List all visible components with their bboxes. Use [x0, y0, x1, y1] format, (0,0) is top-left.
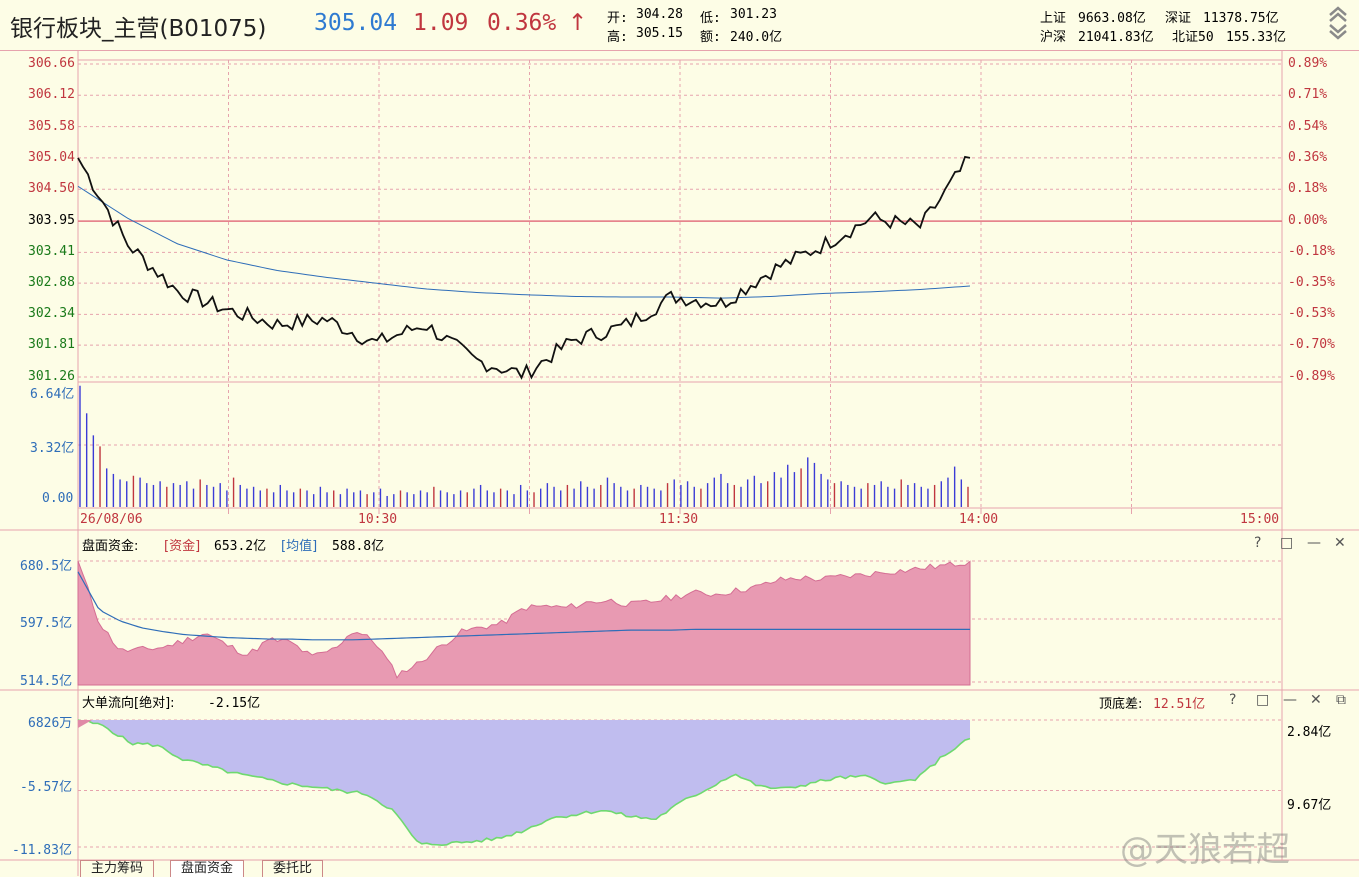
fund-area — [77, 560, 971, 686]
fund-axis-max: 680.5亿 — [20, 559, 73, 574]
price-change: 1.09 — [413, 10, 469, 36]
up-arrow-icon: ↑ — [568, 10, 588, 36]
minimize-icon[interactable]: — — [1283, 692, 1297, 708]
fund-chart[interactable] — [77, 560, 1282, 686]
price-axis-right-label: 0.54% — [1288, 118, 1328, 134]
flow-line — [77, 719, 971, 846]
quote-header: 银行板块_主营(B01075) 305.04 1.09 0.36% ↑ 开: 3… — [0, 0, 1359, 51]
flow-diff-label: 顶底差: — [1099, 697, 1143, 712]
flow-value: -2.15亿 — [208, 696, 261, 711]
price-axis-left-label: 302.34 — [28, 306, 75, 322]
fund-axis-mid: 597.5亿 — [20, 616, 73, 631]
volume-axis-max: 6.64亿 — [30, 387, 75, 402]
price-axis-right-label: 0.89% — [1288, 56, 1328, 71]
price-axis-left-label: 306.66 — [28, 56, 75, 71]
price-axis-right-label: 0.18% — [1288, 181, 1328, 197]
close-icon[interactable]: ✕ — [1334, 535, 1346, 551]
open-label: 开: — [607, 11, 628, 26]
last-price: 305.04 — [314, 10, 398, 36]
flow-axis-mid: -5.57亿 — [20, 780, 73, 795]
hs-label: 沪深 — [1040, 30, 1067, 45]
sz-value: 11378.75亿 — [1203, 11, 1279, 26]
sz-label: 深证 — [1165, 11, 1192, 26]
fund-avg-value: 588.8亿 — [332, 539, 385, 554]
price-change-pct: 0.36% — [487, 10, 557, 36]
amount-label: 额: — [700, 30, 721, 45]
amount-value: 240.0亿 — [730, 30, 783, 45]
price-axis-right-label: 0.71% — [1288, 87, 1328, 103]
price-axis-right-label: -0.89% — [1288, 369, 1335, 384]
tab-main-chips[interactable]: 主力筹码 — [80, 860, 155, 877]
flow-chart[interactable] — [77, 719, 1282, 848]
maximize-icon[interactable]: □ — [1280, 535, 1294, 551]
sh-label: 上证 — [1040, 11, 1067, 26]
flow-diff-value: 12.51亿 — [1153, 697, 1206, 712]
help-icon[interactable]: ? — [1229, 692, 1237, 708]
hs-value: 21041.83亿 — [1078, 30, 1154, 45]
bz-value: 155.33亿 — [1226, 30, 1286, 45]
price-axis-left-label: 305.04 — [28, 149, 75, 165]
flow-axis-top: 6826万 — [28, 716, 73, 731]
price-axis-left-label: 301.26 — [28, 369, 75, 384]
price-axis-left-label: 302.88 — [28, 275, 75, 291]
flow-area — [78, 720, 970, 846]
high-label: 高: — [607, 30, 628, 45]
minimize-icon[interactable]: — — [1307, 535, 1321, 551]
price-axis-left-label: 304.50 — [28, 181, 75, 197]
time-label-1030: 10:30 — [358, 512, 398, 527]
time-label-1400: 14:00 — [959, 512, 999, 527]
open-value: 304.28 — [636, 7, 683, 22]
flow-axis-min: -11.83亿 — [12, 843, 72, 858]
bz-label: 北证50 — [1172, 30, 1214, 45]
flow-panel-label: 大单流向[绝对]: — [82, 696, 175, 711]
time-label-1130: 11:30 — [659, 512, 699, 527]
time-label-1500: 15:00 — [1240, 512, 1280, 527]
price-axis-left-label: 303.95 — [28, 213, 75, 229]
volume-axis-mid: 3.32亿 — [30, 441, 75, 456]
price-axis-right-label: -0.53% — [1288, 306, 1335, 322]
fund-axis-min: 514.5亿 — [20, 674, 73, 689]
flow-start-marker — [78, 720, 92, 728]
price-axis-right-label: -0.70% — [1288, 337, 1335, 353]
volume-chart[interactable] — [79, 385, 969, 507]
price-axis-right-label: -0.18% — [1288, 244, 1335, 260]
fund-avg-tag: [均值] — [281, 539, 318, 554]
fund-panel-label: 盘面资金: — [82, 539, 139, 554]
price-axis-left-label: 305.58 — [28, 118, 75, 134]
maximize-icon[interactable]: □ — [1256, 692, 1270, 708]
double-chevron-down-icon[interactable] — [1329, 24, 1347, 40]
avg-price-line — [77, 185, 971, 299]
instrument-title: 银行板块_主营(B01075) — [10, 16, 267, 42]
price-line — [77, 155, 971, 380]
flow-axis-right-bottom: 9.67亿 — [1287, 798, 1332, 813]
sh-value: 9663.08亿 — [1078, 11, 1146, 26]
flow-axis-right-top: 2.84亿 — [1287, 725, 1332, 740]
detach-icon[interactable]: ⧉ — [1336, 692, 1346, 708]
price-axis-right-label: 0.36% — [1288, 149, 1328, 165]
fund-value: 653.2亿 — [214, 539, 267, 554]
price-chart[interactable] — [77, 155, 971, 380]
time-label-date: 26/08/06 — [80, 512, 143, 527]
low-label: 低: — [700, 11, 721, 26]
help-icon[interactable]: ? — [1254, 535, 1262, 551]
fund-tag: [资金] — [164, 539, 201, 554]
price-axis-left-label: 303.41 — [28, 244, 75, 260]
low-value: 301.23 — [730, 7, 777, 22]
scroll-buttons[interactable] — [1326, 4, 1350, 40]
watermark: @天狼若超 — [1120, 830, 1290, 870]
price-axis-right-label: 0.00% — [1288, 213, 1328, 229]
price-axis-left-label: 301.81 — [28, 337, 75, 353]
price-axis-right-label: -0.35% — [1288, 275, 1335, 291]
close-icon[interactable]: ✕ — [1310, 692, 1322, 708]
tab-order-ratio[interactable]: 委托比 — [262, 860, 324, 877]
tab-fund[interactable]: 盘面资金 — [170, 860, 245, 877]
double-chevron-up-icon[interactable] — [1329, 6, 1347, 22]
price-axis-left-label: 306.12 — [28, 87, 75, 103]
fund-avg-line — [77, 571, 970, 641]
volume-axis-min: 0.00 — [42, 491, 74, 506]
high-value: 305.15 — [636, 26, 683, 41]
